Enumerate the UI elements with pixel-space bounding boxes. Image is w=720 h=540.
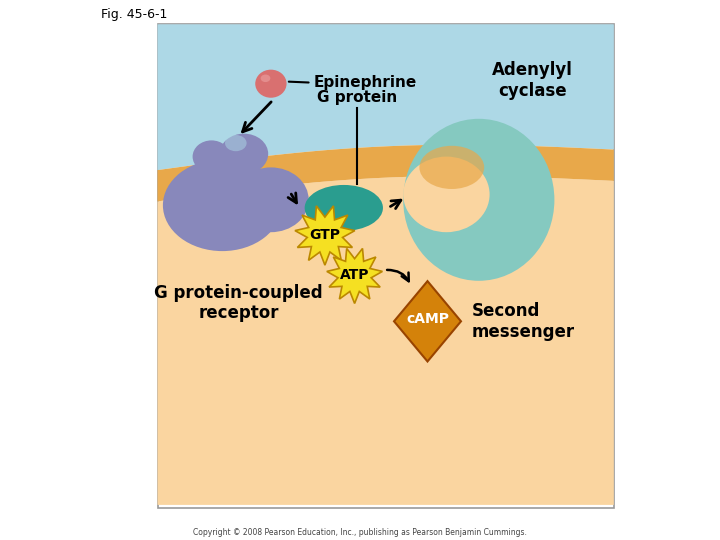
Text: ATP: ATP [340, 268, 369, 282]
Text: cAMP: cAMP [406, 312, 449, 326]
Ellipse shape [225, 135, 246, 151]
Ellipse shape [403, 119, 554, 281]
Text: Second
messenger: Second messenger [472, 302, 575, 341]
Ellipse shape [403, 157, 490, 232]
Ellipse shape [305, 185, 383, 231]
Text: Adenylyl
cyclase: Adenylyl cyclase [492, 61, 573, 100]
Text: Fig. 45-6-1: Fig. 45-6-1 [101, 8, 167, 21]
Polygon shape [158, 145, 613, 201]
Text: G protein-coupled
receptor: G protein-coupled receptor [154, 284, 323, 322]
Polygon shape [158, 24, 613, 170]
Polygon shape [327, 248, 382, 303]
Ellipse shape [193, 140, 230, 173]
Ellipse shape [220, 134, 268, 174]
Text: GTP: GTP [310, 228, 341, 242]
Polygon shape [295, 206, 355, 265]
Text: Epinephrine: Epinephrine [314, 75, 418, 90]
Ellipse shape [255, 70, 287, 98]
Ellipse shape [233, 167, 309, 232]
Text: G protein: G protein [318, 90, 397, 105]
Ellipse shape [163, 159, 282, 251]
Ellipse shape [419, 146, 484, 189]
Polygon shape [394, 281, 461, 361]
Text: Copyright © 2008 Pearson Education, Inc., publishing as Pearson Benjamin Cumming: Copyright © 2008 Pearson Education, Inc.… [193, 528, 527, 537]
Polygon shape [158, 176, 613, 505]
Ellipse shape [261, 75, 271, 82]
FancyBboxPatch shape [158, 24, 613, 508]
